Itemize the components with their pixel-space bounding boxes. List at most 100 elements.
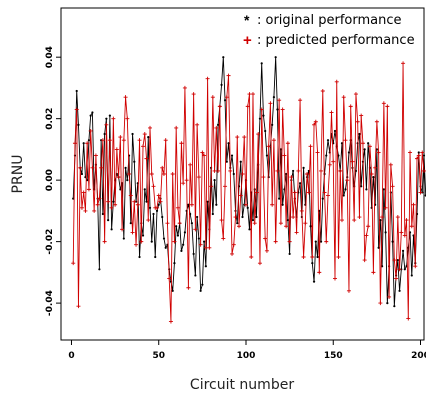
data-point	[338, 168, 343, 173]
data-point	[216, 168, 221, 173]
data-point	[345, 178, 350, 183]
data-point	[395, 215, 400, 220]
data-point	[264, 129, 267, 133]
data-point	[248, 228, 251, 231]
data-point	[110, 228, 113, 231]
data-point	[226, 73, 231, 78]
data-point	[135, 202, 140, 207]
data-point	[390, 184, 395, 189]
data-point	[182, 85, 187, 90]
x-axis-ticks: 0 50 100 150 200	[68, 340, 426, 361]
data-point	[274, 56, 277, 59]
data-point	[319, 168, 324, 173]
data-point	[278, 197, 281, 200]
data-point	[271, 123, 274, 126]
data-point	[161, 215, 164, 219]
data-point	[382, 188, 385, 191]
data-point	[118, 135, 123, 140]
x-tick-label: 200	[411, 351, 426, 361]
data-point	[72, 141, 77, 146]
data-point	[142, 132, 147, 137]
data-point	[89, 114, 92, 117]
data-point	[161, 172, 166, 176]
legend: * : original performance + : predicted p…	[243, 12, 415, 49]
data-point	[273, 239, 278, 244]
data-point	[285, 141, 290, 146]
y-tick-label: -0.04	[45, 290, 55, 316]
data-point	[268, 101, 273, 106]
x-tick-label: 100	[237, 351, 256, 361]
data-point	[124, 166, 127, 169]
data-point	[270, 202, 275, 207]
data-point	[386, 302, 389, 305]
data-point	[102, 239, 107, 244]
data-point	[264, 248, 269, 253]
data-point	[403, 268, 406, 271]
data-point	[360, 141, 365, 146]
data-point	[138, 255, 141, 259]
legend-marker-predicted: +	[243, 32, 252, 49]
data-point	[141, 234, 145, 237]
y-axis-title: PRNU	[10, 155, 26, 194]
data-point	[193, 227, 198, 232]
data-point	[298, 182, 302, 185]
data-point	[278, 221, 283, 226]
data-point	[202, 153, 207, 158]
data-point	[360, 185, 363, 188]
data-point	[355, 119, 360, 124]
data-point	[167, 276, 172, 281]
data-point	[374, 119, 379, 124]
data-point	[363, 148, 366, 151]
data-point	[156, 193, 161, 198]
data-point	[133, 160, 136, 163]
data-point	[348, 104, 353, 109]
data-point	[251, 219, 255, 222]
data-point	[321, 197, 324, 200]
data-point	[126, 179, 129, 182]
data-point	[326, 193, 331, 198]
data-point	[101, 212, 104, 216]
data-point	[160, 165, 165, 170]
data-point	[282, 153, 287, 158]
data-point	[79, 205, 84, 210]
data-point	[401, 61, 406, 66]
legend-marker-original: *	[244, 12, 250, 28]
data-point	[130, 230, 135, 235]
data-point	[224, 95, 229, 100]
data-point	[100, 138, 105, 143]
y-tick-label: -0.02	[45, 229, 55, 255]
data-point	[313, 119, 318, 124]
data-point	[197, 237, 200, 240]
data-point	[256, 132, 261, 137]
data-point	[98, 268, 101, 271]
data-point	[231, 242, 236, 247]
data-point	[342, 194, 345, 197]
data-point	[261, 175, 266, 180]
data-point	[292, 169, 295, 173]
data-point	[281, 203, 284, 206]
data-point	[344, 188, 347, 191]
data-point	[237, 224, 242, 229]
data-point	[141, 144, 146, 149]
data-point	[180, 249, 183, 252]
data-point	[255, 215, 258, 219]
data-point	[252, 221, 257, 226]
data-point	[354, 169, 358, 173]
data-point	[232, 172, 235, 176]
data-point	[128, 193, 133, 198]
series-layer	[71, 56, 426, 324]
data-point	[162, 237, 166, 240]
data-point	[242, 135, 247, 140]
data-point	[95, 202, 100, 207]
data-point	[327, 162, 332, 167]
data-point	[306, 190, 311, 195]
data-point	[362, 258, 367, 263]
data-point	[99, 165, 104, 170]
data-point	[109, 205, 114, 210]
data-point	[163, 138, 168, 143]
data-point	[284, 224, 289, 229]
data-point	[122, 237, 125, 240]
data-point	[387, 294, 392, 299]
data-point	[296, 168, 301, 173]
data-point	[417, 151, 420, 154]
